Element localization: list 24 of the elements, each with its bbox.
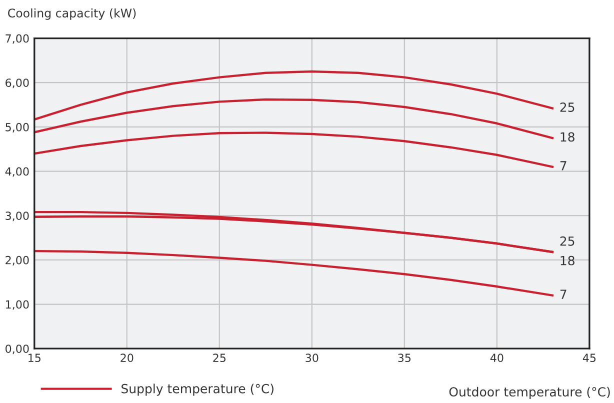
y-axis-title: Cooling capacity (kW) [8,8,136,20]
x-tick-label: 20 [120,354,134,362]
x-tick-label: 30 [306,354,318,362]
y-tick-label: 4,00 [5,167,29,177]
y-tick-label: 1,00 [6,300,29,310]
series-label: 25 [560,102,574,112]
x-tick-label: 40 [490,354,504,362]
series-label: 7 [560,290,566,299]
x-tick-label: 45 [582,354,596,362]
y-tick-label: 6,00 [6,78,29,88]
x-tick-label: 15 [28,354,40,362]
x-axis-title: Outdoor temperature (°C) [449,386,610,399]
x-tick-label: 35 [398,354,411,362]
y-tick-label: 3,00 [6,212,29,222]
y-tick-label: 5,00 [6,122,29,132]
legend-title: Supply temperature (°C) [122,384,274,396]
y-tick-label: 0,00 [6,344,29,354]
series-label: 18 [560,256,574,266]
y-tick-label: 2,00 [6,256,29,266]
series-label: 18 [560,132,574,142]
series-label: 25 [560,236,574,246]
y-tick-label: 7,00 [6,34,29,44]
x-tick-label: 25 [213,354,226,362]
series-label: 7 [560,161,566,170]
